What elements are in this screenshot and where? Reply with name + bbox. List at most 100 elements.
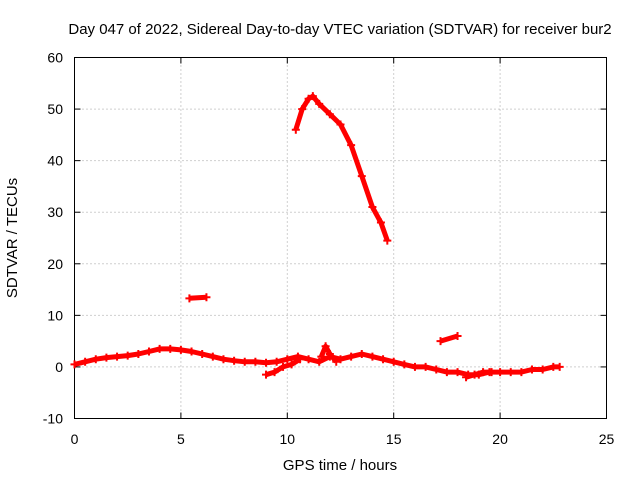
data-point (283, 355, 292, 364)
y-tick-label: -10 (43, 411, 63, 427)
data-point (321, 342, 330, 351)
series-layer (70, 92, 564, 382)
data-point (470, 370, 479, 379)
x-tick-label: 5 (177, 431, 185, 447)
data-point (270, 368, 279, 377)
plot-frame (74, 57, 607, 419)
data-point (308, 92, 317, 101)
data-point (176, 345, 185, 354)
series-spike-12h (317, 342, 341, 366)
data-point (144, 347, 153, 356)
data-point (410, 362, 419, 371)
data-point (517, 368, 526, 377)
data-point (347, 141, 356, 150)
x-tick-label: 20 (492, 431, 508, 447)
series-dip-track-19h (462, 368, 496, 382)
data-point (240, 357, 249, 366)
data-point (315, 99, 324, 108)
data-point (279, 362, 288, 371)
data-point (262, 370, 271, 379)
data-point (208, 352, 217, 361)
data-point (421, 362, 430, 371)
data-point (336, 355, 345, 364)
data-point (332, 357, 341, 366)
x-tick-label: 25 (599, 431, 615, 447)
data-point (383, 236, 392, 245)
x-tick-label: 0 (71, 431, 79, 447)
data-point (389, 357, 398, 366)
series-line (465, 369, 492, 380)
data-point (272, 357, 281, 366)
series-arc-10h (291, 92, 392, 245)
data-point (304, 355, 313, 364)
data-point (528, 365, 537, 374)
tick-layer: 0 5 10 15 20 25 -10 0 10 20 30 40 50 60 (43, 50, 615, 448)
data-point (453, 368, 462, 377)
y-axis-label: SDTVAR / TECUs (4, 178, 21, 298)
data-point (262, 358, 271, 367)
grid-layer (74, 57, 607, 419)
data-point (453, 331, 462, 340)
data-point (436, 337, 445, 346)
y-tick-label: 60 (47, 50, 63, 66)
data-point (187, 347, 196, 356)
y-tick-label: 20 (47, 256, 63, 272)
data-point (230, 356, 239, 365)
data-point (442, 368, 451, 377)
series-line (318, 343, 339, 364)
data-point (185, 294, 194, 303)
y-tick-label: 40 (47, 153, 63, 169)
data-point (376, 218, 385, 227)
data-point (357, 350, 366, 359)
data-point (400, 360, 409, 369)
data-point (219, 355, 228, 364)
data-point (432, 365, 441, 374)
data-point (113, 352, 122, 361)
data-point (134, 350, 143, 359)
data-point (70, 360, 79, 369)
data-point (368, 203, 377, 212)
y-tick-label: 50 (47, 101, 63, 117)
data-point (81, 357, 90, 366)
series-line (293, 93, 390, 242)
data-point (91, 355, 100, 364)
data-point (198, 350, 207, 359)
data-point (251, 357, 260, 366)
chart-title: Day 047 of 2022, Sidereal Day-to-day VTE… (68, 21, 611, 38)
data-point (538, 365, 547, 374)
x-axis-label: GPS time / hours (283, 457, 397, 474)
data-point (506, 368, 515, 377)
series-segment-6h (185, 293, 211, 303)
data-point (462, 373, 471, 382)
data-point (304, 94, 313, 103)
data-point (291, 125, 300, 134)
data-point (315, 357, 324, 366)
data-point (347, 352, 356, 361)
data-point (296, 355, 305, 364)
data-point (336, 120, 345, 129)
data-point (368, 352, 377, 361)
data-point (325, 350, 334, 359)
series-dip-track-09h (262, 355, 305, 379)
data-point (317, 352, 326, 361)
data-point (325, 110, 334, 119)
data-point (102, 353, 111, 362)
data-point (496, 368, 505, 377)
data-point (287, 360, 296, 369)
x-tick-label: 15 (386, 431, 402, 447)
y-tick-label: 30 (47, 204, 63, 220)
data-point (123, 351, 132, 360)
data-point (379, 355, 388, 364)
data-point (166, 344, 175, 353)
data-point (202, 293, 211, 302)
data-point (298, 105, 307, 114)
data-point (155, 344, 164, 353)
data-point (357, 172, 366, 181)
data-point (487, 368, 496, 377)
x-tick-label: 10 (280, 431, 296, 447)
y-tick-label: 0 (55, 359, 63, 375)
series-segment-17h (436, 331, 462, 346)
data-point (479, 368, 488, 377)
data-point (555, 362, 564, 371)
